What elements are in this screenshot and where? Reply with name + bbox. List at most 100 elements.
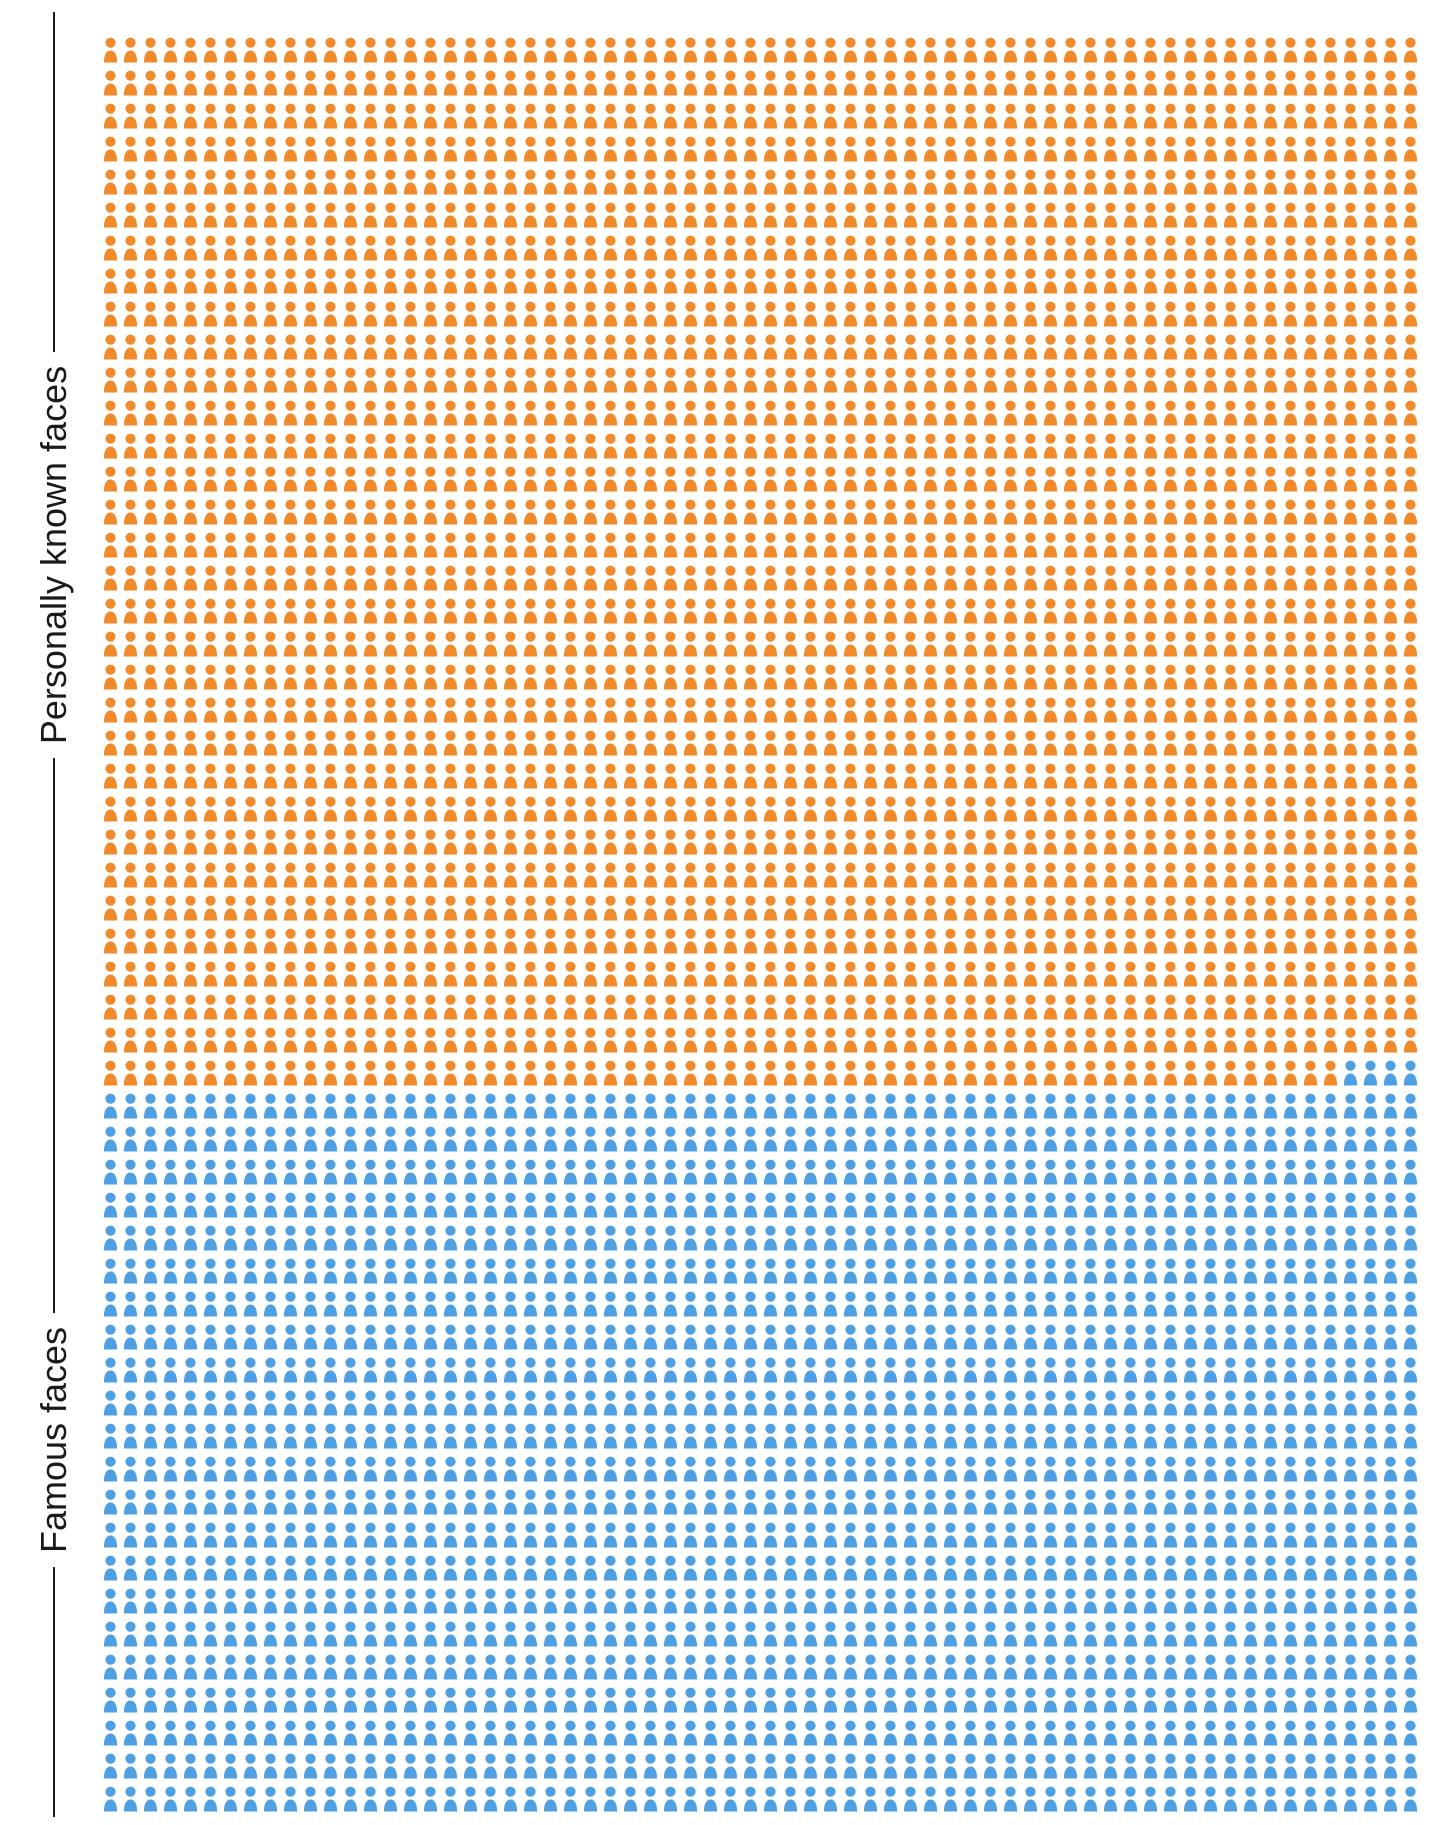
person-icon bbox=[1160, 393, 1180, 426]
person-icon bbox=[260, 1647, 280, 1680]
person-icon bbox=[800, 1515, 820, 1548]
person-icon bbox=[280, 261, 300, 294]
person-icon bbox=[320, 1053, 340, 1086]
person-icon bbox=[1340, 294, 1360, 327]
person-icon bbox=[1100, 96, 1120, 129]
person-icon bbox=[1320, 360, 1340, 393]
person-icon bbox=[1100, 1251, 1120, 1284]
person-icon bbox=[1000, 1251, 1020, 1284]
person-icon bbox=[620, 327, 640, 360]
person-icon bbox=[900, 789, 920, 822]
person-icon bbox=[540, 63, 560, 96]
person-icon bbox=[1320, 1449, 1340, 1482]
person-icon bbox=[1060, 261, 1080, 294]
person-icon bbox=[260, 1482, 280, 1515]
person-icon bbox=[1140, 987, 1160, 1020]
person-icon bbox=[280, 1713, 300, 1746]
person-icon bbox=[1340, 228, 1360, 261]
person-icon bbox=[500, 1482, 520, 1515]
person-icon bbox=[1100, 1515, 1120, 1548]
person-icon bbox=[640, 591, 660, 624]
person-icon bbox=[920, 525, 940, 558]
person-icon bbox=[120, 360, 140, 393]
person-icon bbox=[760, 426, 780, 459]
person-icon bbox=[900, 558, 920, 591]
pictogram-row bbox=[100, 954, 1420, 987]
person-icon bbox=[460, 63, 480, 96]
person-icon bbox=[140, 1350, 160, 1383]
person-icon bbox=[860, 789, 880, 822]
person-icon bbox=[1300, 1680, 1320, 1713]
person-icon bbox=[260, 228, 280, 261]
person-icon bbox=[440, 228, 460, 261]
person-icon bbox=[480, 327, 500, 360]
person-icon bbox=[320, 1515, 340, 1548]
person-icon bbox=[280, 1449, 300, 1482]
person-icon bbox=[100, 1218, 120, 1251]
person-icon bbox=[200, 96, 220, 129]
person-icon bbox=[1220, 492, 1240, 525]
person-icon bbox=[540, 756, 560, 789]
person-icon bbox=[360, 30, 380, 63]
person-icon bbox=[340, 492, 360, 525]
person-icon bbox=[1280, 1185, 1300, 1218]
person-icon bbox=[300, 1317, 320, 1350]
person-icon bbox=[1160, 723, 1180, 756]
person-icon bbox=[520, 525, 540, 558]
pictogram-row bbox=[100, 1284, 1420, 1317]
person-icon bbox=[320, 1383, 340, 1416]
person-icon bbox=[1040, 294, 1060, 327]
person-icon bbox=[440, 987, 460, 1020]
person-icon bbox=[1160, 789, 1180, 822]
person-icon bbox=[680, 888, 700, 921]
person-icon bbox=[1400, 657, 1420, 690]
person-icon bbox=[180, 1416, 200, 1449]
person-icon bbox=[180, 888, 200, 921]
person-icon bbox=[520, 954, 540, 987]
person-icon bbox=[940, 1284, 960, 1317]
person-icon bbox=[440, 657, 460, 690]
person-icon bbox=[680, 789, 700, 822]
person-icon bbox=[920, 657, 940, 690]
person-icon bbox=[880, 1251, 900, 1284]
person-icon bbox=[880, 1416, 900, 1449]
person-icon bbox=[960, 162, 980, 195]
person-icon bbox=[200, 1416, 220, 1449]
person-icon bbox=[700, 888, 720, 921]
person-icon bbox=[160, 1614, 180, 1647]
person-icon bbox=[1140, 327, 1160, 360]
person-icon bbox=[1280, 195, 1300, 228]
person-icon bbox=[700, 1185, 720, 1218]
person-icon bbox=[1020, 360, 1040, 393]
person-icon bbox=[120, 723, 140, 756]
person-icon bbox=[700, 1284, 720, 1317]
person-icon bbox=[700, 789, 720, 822]
person-icon bbox=[440, 1350, 460, 1383]
person-icon bbox=[660, 789, 680, 822]
person-icon bbox=[1400, 63, 1420, 96]
person-icon bbox=[1140, 789, 1160, 822]
person-icon bbox=[180, 96, 200, 129]
person-icon bbox=[580, 657, 600, 690]
person-icon bbox=[440, 1515, 460, 1548]
person-icon bbox=[380, 261, 400, 294]
person-icon bbox=[980, 1020, 1000, 1053]
person-icon bbox=[1060, 426, 1080, 459]
person-icon bbox=[920, 1515, 940, 1548]
person-icon bbox=[500, 1779, 520, 1812]
person-icon bbox=[1400, 492, 1420, 525]
person-icon bbox=[180, 162, 200, 195]
person-icon bbox=[1260, 63, 1280, 96]
person-icon bbox=[140, 393, 160, 426]
person-icon bbox=[1020, 1383, 1040, 1416]
person-icon bbox=[100, 1317, 120, 1350]
person-icon bbox=[180, 492, 200, 525]
person-icon bbox=[940, 1185, 960, 1218]
person-icon bbox=[940, 1581, 960, 1614]
person-icon bbox=[1360, 1383, 1380, 1416]
person-icon bbox=[1060, 1548, 1080, 1581]
person-icon bbox=[280, 987, 300, 1020]
person-icon bbox=[520, 1350, 540, 1383]
person-icon bbox=[1040, 129, 1060, 162]
person-icon bbox=[900, 888, 920, 921]
